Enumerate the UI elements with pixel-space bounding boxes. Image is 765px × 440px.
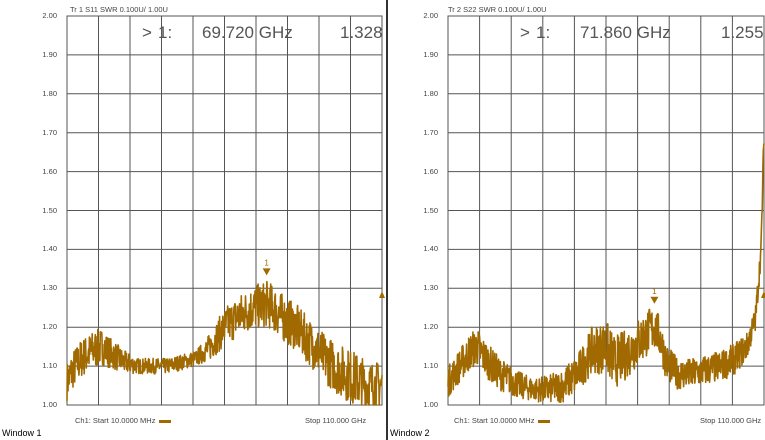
reference-arrow-icon <box>379 291 385 298</box>
y-tick-label: 1.90 <box>423 49 438 59</box>
y-tick-label: 1.60 <box>42 166 57 176</box>
chart-window-2[interactable]: 1 <box>388 0 765 440</box>
y-tick-label: 1.10 <box>423 361 438 371</box>
y-tick-label: 1.00 <box>423 400 438 409</box>
y-tick-label: 1.60 <box>423 166 438 176</box>
window-divider[interactable] <box>386 0 388 440</box>
marker-prefix: > <box>142 23 152 42</box>
window-label[interactable]: Window 1 <box>2 428 42 438</box>
y-tick-label: 1.10 <box>42 361 57 371</box>
marker-prefix: > <box>520 23 530 42</box>
y-tick-label: 2.00 <box>423 11 438 20</box>
y-tick-label: 1.70 <box>42 127 57 137</box>
y-tick-label: 1.50 <box>42 205 57 215</box>
y-tick-label: 1.80 <box>42 88 57 98</box>
window-2[interactable]: Tr 2 S22 SWR 0.100U/ 1.00U > 1: 71.860 G… <box>388 0 765 440</box>
reference-arrow-icon <box>761 291 765 298</box>
marker-label: 1 <box>652 287 657 296</box>
marker-triangle <box>650 296 659 304</box>
y-tick-label: 1.50 <box>423 205 438 215</box>
y-tick-label: 1.30 <box>423 283 438 293</box>
trace-line <box>66 280 383 406</box>
y-tick-label: 1.70 <box>423 127 438 137</box>
y-tick-label: 1.40 <box>423 244 438 254</box>
trace-header[interactable]: Tr 1 S11 SWR 0.100U/ 1.00U <box>70 5 168 14</box>
marker-value: 1.255 <box>721 23 764 42</box>
trace-legend-swatch <box>159 419 172 423</box>
y-tick-label: 1.30 <box>42 283 57 293</box>
y-tick-label: 1.20 <box>423 322 438 332</box>
trace-line <box>447 143 765 403</box>
y-tick-label: 1.90 <box>42 49 57 59</box>
window-1[interactable]: Tr 1 S11 SWR 0.100U/ 1.00U > 1: 69.720 G… <box>0 0 386 440</box>
sweep-start: Ch1: Start 10.0000 MHz <box>75 416 172 425</box>
marker-triangle <box>262 268 271 276</box>
marker-label: 1 <box>264 258 269 267</box>
y-tick-label: 1.40 <box>42 244 57 254</box>
sweep-stop: Stop 110.000 GHz <box>700 416 762 425</box>
marker-frequency: 71.860 GHz <box>580 23 671 42</box>
sweep-start: Ch1: Start 10.0000 MHz <box>454 416 551 425</box>
y-tick-label: 1.20 <box>42 322 57 332</box>
window-label[interactable]: Window 2 <box>390 428 430 438</box>
sweep-stop: Stop 110.000 GHz <box>305 416 367 425</box>
y-tick-label: 2.00 <box>42 11 57 20</box>
trace-legend-swatch <box>538 419 551 423</box>
chart-window-1[interactable]: 1 <box>0 0 386 440</box>
y-tick-label: 1.80 <box>423 88 438 98</box>
y-tick-label: 1.00 <box>42 400 57 409</box>
trace-header[interactable]: Tr 2 S22 SWR 0.100U/ 1.00U <box>448 5 547 14</box>
